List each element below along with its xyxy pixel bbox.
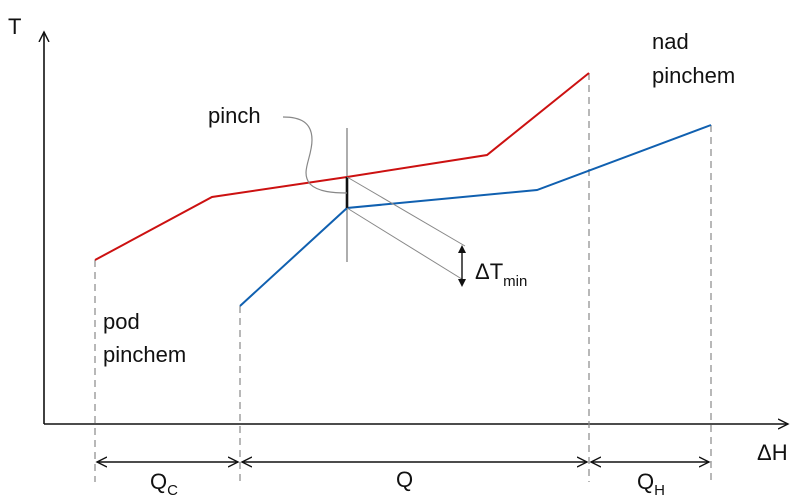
dtmin-ext-top — [346, 176, 466, 247]
below-pinch-label-line2: pinchem — [103, 342, 186, 367]
q-label: Q — [396, 467, 413, 492]
pinch-leader — [282, 116, 348, 194]
above-pinch-label-line1: nad — [652, 29, 689, 54]
y-axis-label: T — [8, 14, 21, 39]
dtmin-sub: min — [503, 273, 527, 290]
below-pinch-label-line1: pod — [103, 309, 140, 334]
x-axis-label: ΔH — [757, 440, 788, 465]
qh-sub: H — [654, 482, 665, 498]
cold-composite-curve — [239, 124, 712, 307]
qc-label: QC — [150, 469, 178, 498]
above-pinch-label-line2: pinchem — [652, 63, 735, 88]
qc-main: Q — [150, 469, 167, 494]
dtmin-ext-bottom — [346, 207, 466, 282]
qh-label: QH — [637, 469, 665, 498]
hot-composite-curve — [94, 72, 590, 261]
qh-main: Q — [637, 469, 654, 494]
qc-sub: C — [167, 482, 178, 498]
dtmin-label: ΔTmin — [475, 259, 527, 290]
pinch-label: pinch — [208, 103, 261, 128]
dtmin-main: ΔT — [475, 259, 503, 284]
